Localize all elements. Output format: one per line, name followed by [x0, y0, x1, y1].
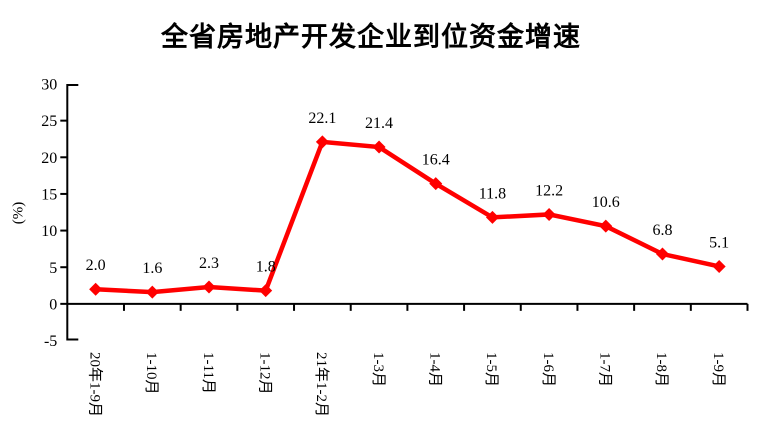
- y-tick-label: 10: [41, 223, 57, 240]
- data-line: [93, 139, 722, 295]
- x-tick-label: 1-12月: [256, 352, 272, 395]
- x-tick-label: 1-5月: [483, 352, 499, 387]
- x-tick-label: 1-4月: [426, 352, 442, 387]
- data-point-label: 11.8: [479, 185, 506, 202]
- y-tick-label: 25: [41, 113, 57, 130]
- y-tick-label: 15: [41, 187, 57, 204]
- x-tick-label: 21年1-2月: [313, 352, 330, 417]
- y-tick-label: -5: [44, 333, 57, 350]
- data-point-marker: [372, 140, 386, 154]
- data-point-marker: [315, 135, 329, 149]
- data-point-label: 1.6: [142, 260, 162, 277]
- data-point-label: 6.8: [652, 222, 672, 239]
- chart-title: 全省房地产开发企业到位资金增速: [161, 22, 581, 52]
- data-point-label: 2.3: [199, 255, 219, 272]
- data-point-label: 16.4: [422, 152, 450, 169]
- data-point-label: 22.1: [308, 110, 336, 127]
- data-point-marker: [542, 207, 556, 221]
- x-tick-label: 1-3月: [370, 352, 386, 387]
- data-point-marker: [89, 282, 103, 296]
- data-point-marker: [202, 280, 216, 294]
- data-point-label: 2.0: [86, 257, 106, 274]
- data-point-marker: [429, 177, 443, 191]
- y-tick-label: 0: [49, 296, 57, 313]
- data-point-label: 12.2: [535, 182, 563, 199]
- data-point-marker: [599, 219, 613, 233]
- y-axis-title: (%): [10, 202, 26, 225]
- data-point-marker: [655, 247, 669, 261]
- x-tick-label: 1-6月: [540, 352, 556, 387]
- x-tick-label: 1-11月: [200, 352, 216, 394]
- data-point-label: 10.6: [592, 194, 620, 211]
- data-point-marker: [712, 259, 726, 273]
- data-point-marker: [485, 210, 499, 224]
- data-point-label: 1.8: [256, 259, 276, 276]
- data-point-marker: [259, 284, 273, 298]
- x-tick-label: 1-8月: [653, 352, 669, 387]
- y-tick-label: 30: [41, 77, 57, 94]
- x-tick-label: 1-9月: [710, 352, 726, 387]
- y-tick-label: 5: [49, 260, 57, 277]
- data-point-label: 5.1: [709, 234, 729, 251]
- y-tick-label: 20: [41, 150, 57, 167]
- x-tick-label: 1-7月: [597, 352, 613, 387]
- data-point-marker: [145, 285, 159, 299]
- data-point-label: 21.4: [365, 115, 393, 132]
- x-tick-label: 1-10月: [143, 352, 159, 395]
- x-tick-label: 20年1-9月: [86, 352, 103, 417]
